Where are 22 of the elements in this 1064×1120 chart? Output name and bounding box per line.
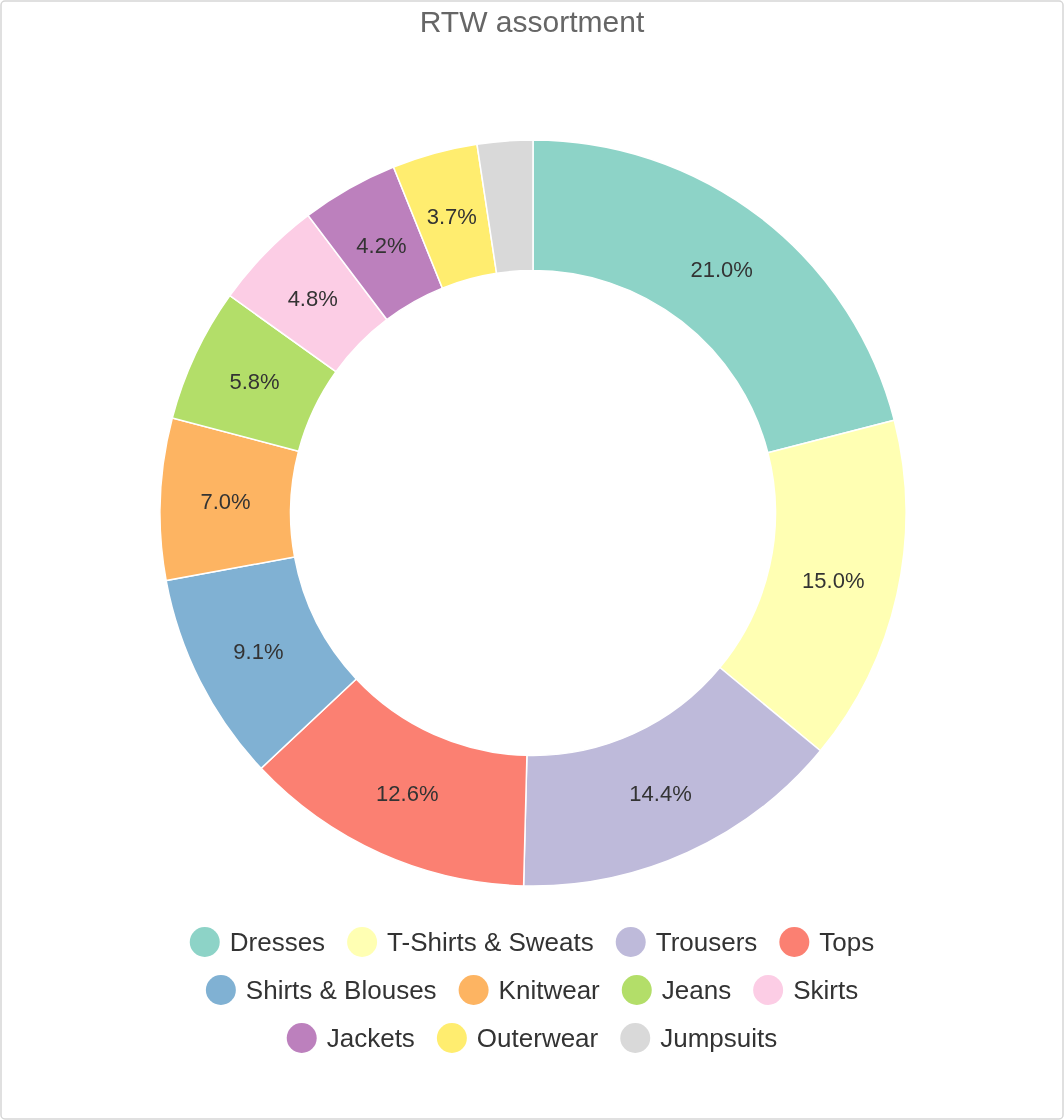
- data-label: 9.1%: [233, 639, 284, 665]
- legend-label: Knitwear: [498, 975, 601, 1005]
- legend-label: Jeans: [661, 975, 732, 1005]
- legend-label: Trousers: [655, 927, 758, 957]
- data-label: 4.2%: [356, 232, 407, 258]
- legend-label: Jumpsuits: [660, 1023, 778, 1053]
- legend-label: Dresses: [229, 927, 326, 957]
- data-label: 3.7%: [426, 203, 477, 229]
- legend-label: Tops: [819, 927, 875, 957]
- data-label: 12.6%: [376, 781, 439, 807]
- data-label: 4.8%: [287, 285, 338, 311]
- data-label: 21.0%: [690, 257, 753, 283]
- legend-label: Shirts & Blouses: [245, 975, 437, 1005]
- data-label: 5.8%: [229, 369, 280, 395]
- data-label: 15.0%: [802, 567, 865, 593]
- chart-title: RTW assortment: [419, 5, 645, 38]
- legend-label: T-Shirts & Sweats: [387, 927, 594, 957]
- data-label: 7.0%: [200, 488, 251, 514]
- legend-label: Outerwear: [476, 1023, 599, 1053]
- legend-label: Skirts: [793, 975, 859, 1005]
- legend-label: Jackets: [326, 1023, 415, 1053]
- data-label: 14.4%: [629, 780, 692, 806]
